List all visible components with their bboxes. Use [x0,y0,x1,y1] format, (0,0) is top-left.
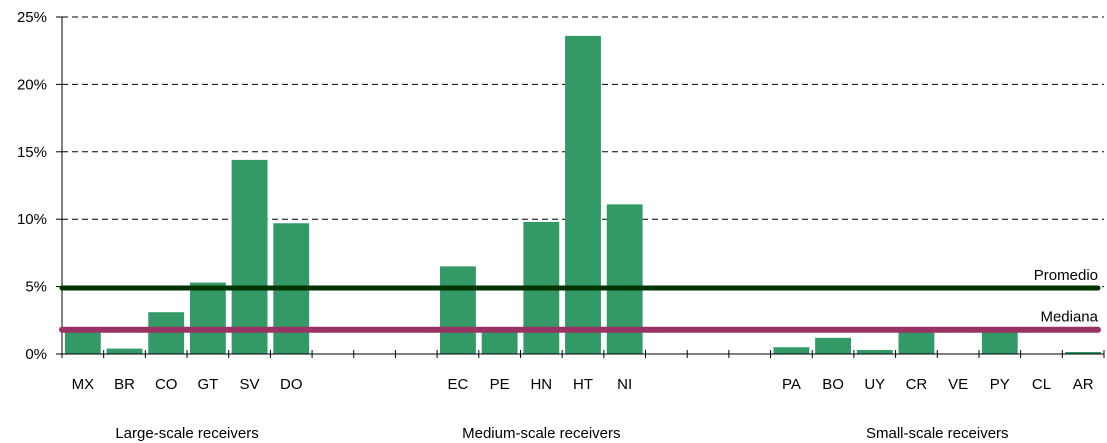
bar [64,331,101,354]
x-tick-label: BR [114,376,135,393]
x-tick-label: HT [573,376,593,393]
x-tick-label: PY [990,376,1010,393]
x-tick-label: CO [155,376,178,393]
x-tick-label: PE [490,376,510,393]
bar [1065,351,1102,354]
group-label: Small-scale receivers [866,425,1009,442]
x-tick-label: BO [822,376,844,393]
x-axis-tick-labels: MX BR CO GT SV DO EC PE HN HT NI PA BO UY CR VE PY CL AR [72,376,1094,393]
reference-lines: Promedio Mediana [59,267,1101,333]
bar [773,347,810,354]
x-tick-label: MX [72,376,95,393]
bar [148,312,185,354]
x-tick-label: CR [906,376,928,393]
y-tick-label: 20% [17,76,47,93]
y-tick-label: 15% [17,144,47,161]
x-axis [61,350,1105,358]
x-tick-label: HN [530,376,552,393]
bar [815,337,852,354]
x-tick-label: VE [948,376,968,393]
y-tick-label: 25% [17,9,47,26]
y-tick-label: 5% [25,279,47,296]
bar [440,266,476,354]
x-tick-label: PA [782,376,801,393]
x-tick-label: EC [448,376,469,393]
x-tick-label: GT [197,376,218,393]
x-tick-label: DO [280,376,303,393]
bar [189,282,226,354]
bar [898,332,935,354]
x-tick-label: CL [1032,376,1051,393]
group-labels: Large-scale receivers Medium-scale receiv… [115,425,1008,442]
reference-line-label: Mediana [1040,309,1098,326]
bar [231,159,268,354]
bar [565,35,601,354]
bar [106,348,143,354]
y-axis-ticks: 0% 5% 10% 15% 20% 25% [17,9,63,363]
group-label: Medium-scale receivers [462,425,620,442]
bar [856,349,893,354]
x-tick-label: NI [617,376,632,393]
x-tick-label: AR [1073,376,1094,393]
reference-line-label: Promedio [1034,267,1098,284]
y-tick-label: 0% [25,346,47,363]
x-tick-label: UY [864,376,885,393]
bars [64,35,1102,354]
bar [981,332,1018,354]
x-tick-label: SV [240,376,260,393]
bar [481,331,518,354]
group-label: Large-scale receivers [115,425,258,442]
y-tick-label: 10% [17,211,47,228]
